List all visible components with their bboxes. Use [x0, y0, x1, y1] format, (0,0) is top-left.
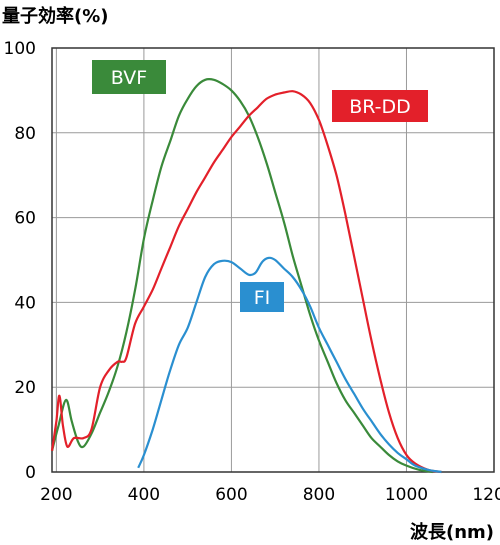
x-tick-label-1200: 1200: [472, 485, 500, 505]
y-tick-label-80: 80: [14, 124, 36, 144]
x-tick-label-600: 600: [215, 485, 247, 505]
y-tick-label-40: 40: [14, 293, 36, 313]
y-tick-label-0: 0: [25, 463, 36, 483]
y-tick-label-60: 60: [14, 209, 36, 229]
plot-frame: [51, 47, 495, 473]
y-axis-ticks: 0 20 40 60 80 100: [4, 39, 36, 483]
series-tag-bvf: BVF: [92, 60, 166, 94]
series-tag-box-bvf: [92, 60, 166, 94]
series-tag-fi: FI: [240, 282, 284, 312]
y-tick-label-100: 100: [4, 39, 36, 59]
series-tag-label-br-dd: BR-DD: [349, 96, 411, 118]
x-tick-label-200: 200: [40, 485, 72, 505]
series-labels: BVF BR-DD FI: [92, 60, 428, 312]
series-tag-br-dd: BR-DD: [332, 90, 428, 122]
series-tag-box-fi: [240, 282, 284, 312]
series-tag-label-bvf: BVF: [111, 67, 147, 89]
x-tick-label-1000: 1000: [385, 485, 428, 505]
x-tick-label-800: 800: [303, 485, 335, 505]
series-lines: [50, 78, 442, 474]
series-tag-label-fi: FI: [254, 287, 271, 309]
series-line-fi: [137, 256, 442, 474]
plot-border: [51, 47, 495, 473]
series-tag-box-br-dd: [332, 90, 428, 122]
y-tick-label-20: 20: [14, 378, 36, 398]
x-tick-label-400: 400: [128, 485, 160, 505]
series-line-br-dd: [50, 90, 442, 474]
y-axis-title: 量子効率(%): [2, 6, 109, 27]
x-axis-ticks: 200 400 600 800 1000 1200: [40, 485, 500, 505]
x-axis-title: 波長(nm): [409, 522, 494, 543]
series-line-bvf: [50, 78, 433, 474]
